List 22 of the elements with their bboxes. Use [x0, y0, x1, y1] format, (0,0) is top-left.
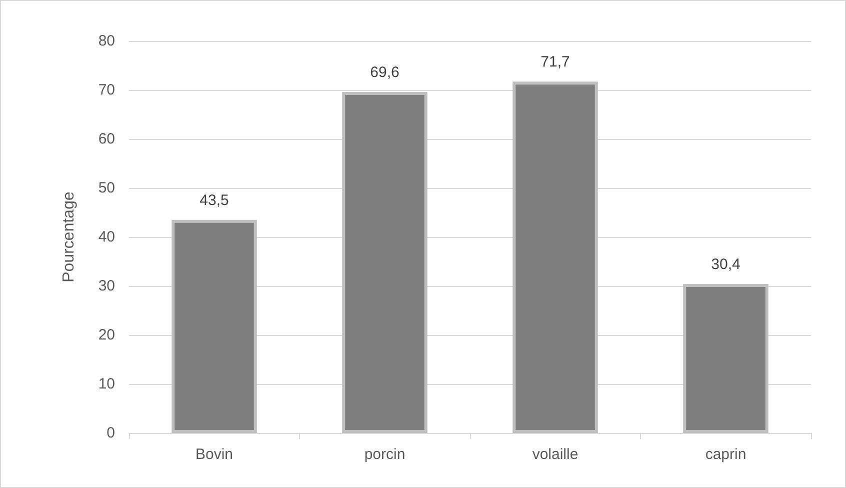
- x-tick-label: volaille: [532, 446, 578, 463]
- bar: [172, 220, 257, 433]
- y-tick-label: 10: [98, 376, 115, 392]
- data-label: 71,7: [540, 54, 570, 71]
- y-tick-label: 0: [106, 424, 115, 442]
- bar: [342, 92, 428, 433]
- y-tick-label: 80: [98, 32, 115, 50]
- data-label: 69,6: [370, 64, 400, 81]
- bar: [512, 82, 598, 433]
- x-tick-label: Bovin: [195, 446, 234, 463]
- x-tick-label: caprin: [705, 446, 746, 463]
- y-tick-label: 20: [98, 326, 115, 344]
- y-axis-title: Pourcentage: [60, 192, 78, 282]
- y-tick-label: 70: [98, 82, 115, 98]
- y-tick-label: 40: [98, 228, 115, 246]
- x-tick-label: porcin: [364, 446, 406, 463]
- y-tick-label: 50: [98, 180, 115, 196]
- y-tick-label: 60: [98, 130, 115, 148]
- data-label: 43,5: [200, 192, 229, 209]
- y-tick-label: 30: [98, 278, 115, 294]
- bar: [683, 284, 768, 433]
- data-label: 30,4: [711, 256, 740, 274]
